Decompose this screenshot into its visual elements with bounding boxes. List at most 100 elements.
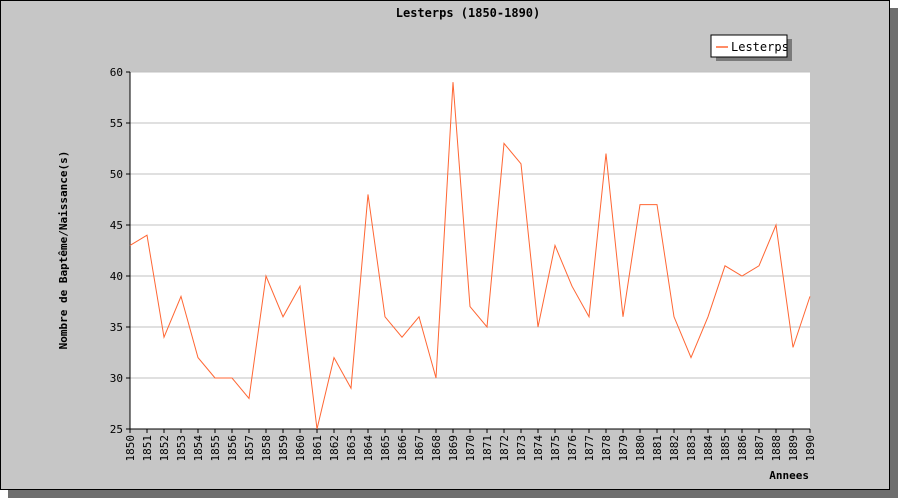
legend-label: Lesterps [731, 40, 789, 54]
x-tick-label: 1855 [209, 435, 222, 462]
data-point [724, 264, 727, 267]
data-point [741, 275, 744, 278]
data-point [520, 162, 523, 165]
x-tick-label: 1850 [124, 435, 137, 462]
x-tick-label: 1875 [549, 435, 562, 462]
x-tick-label: 1858 [260, 435, 273, 462]
data-point [299, 285, 302, 288]
data-point [469, 305, 472, 308]
data-point [265, 275, 268, 278]
x-axis-ticks: 1850 1851 1852 1853 1854 1855 1856 1857 1858 1859… [124, 429, 817, 462]
data-point [129, 244, 132, 247]
x-tick-label: 1877 [583, 435, 596, 462]
legend: Lesterps [710, 34, 792, 61]
data-point [163, 336, 166, 339]
data-point [775, 224, 778, 227]
x-tick-label: 1882 [668, 435, 681, 462]
x-tick-label: 1889 [787, 435, 800, 462]
x-tick-label: 1867 [413, 435, 426, 462]
data-point [537, 326, 540, 329]
data-point [435, 377, 438, 380]
data-point [707, 315, 710, 318]
data-point [758, 264, 761, 267]
x-tick-label: 1862 [328, 435, 341, 462]
x-tick-label: 1859 [277, 435, 290, 462]
x-tick-label: 1870 [464, 435, 477, 462]
x-tick-label: 1861 [311, 435, 324, 462]
data-point [401, 336, 404, 339]
x-tick-label: 1880 [634, 435, 647, 462]
grid-lines [130, 71, 810, 379]
data-point [554, 244, 557, 247]
y-tick-label: 55 [110, 117, 123, 130]
x-tick-label: 1871 [481, 435, 494, 462]
y-axis-ticks: 25 30 35 40 45 50 55 60 [110, 66, 810, 436]
x-tick-label: 1874 [532, 435, 545, 462]
x-tick-label: 1864 [362, 435, 375, 462]
x-tick-label: 1869 [447, 435, 460, 462]
x-tick-label: 1856 [226, 435, 239, 462]
x-tick-label: 1878 [600, 435, 613, 462]
data-point [571, 285, 574, 288]
x-axis-label: Annees [769, 469, 809, 482]
data-point [639, 203, 642, 206]
series-lesterps [129, 81, 812, 431]
data-point [350, 387, 353, 390]
plot-area [130, 72, 810, 429]
x-tick-label: 1863 [345, 435, 358, 462]
data-point [690, 356, 693, 359]
x-tick-label: 1868 [430, 435, 443, 462]
x-tick-label: 1881 [651, 435, 664, 462]
x-tick-label: 1885 [719, 435, 732, 462]
data-point [197, 356, 200, 359]
y-tick-label: 60 [110, 66, 123, 79]
x-tick-label: 1883 [685, 435, 698, 462]
x-tick-label: 1879 [617, 435, 630, 462]
x-tick-label: 1876 [566, 435, 579, 462]
data-point [180, 295, 183, 298]
data-point [146, 234, 149, 237]
y-tick-label: 30 [110, 372, 123, 385]
data-point [367, 193, 370, 196]
data-point [282, 315, 285, 318]
x-tick-label: 1872 [498, 435, 511, 462]
x-tick-label: 1886 [736, 435, 749, 462]
x-tick-label: 1873 [515, 435, 528, 462]
x-tick-label: 1857 [243, 435, 256, 462]
data-point [809, 295, 812, 298]
x-tick-label: 1860 [294, 435, 307, 462]
data-point [605, 152, 608, 155]
y-axis-label: Nombre de Baptême/Naissance(s) [57, 151, 70, 350]
y-tick-label: 40 [110, 270, 123, 283]
x-tick-label: 1852 [158, 435, 171, 462]
x-tick-label: 1888 [770, 435, 783, 462]
x-tick-label: 1890 [804, 435, 817, 462]
data-point [316, 428, 319, 431]
data-point [418, 315, 421, 318]
x-tick-label: 1854 [192, 435, 205, 462]
y-tick-label: 50 [110, 168, 123, 181]
data-point [622, 315, 625, 318]
data-point [248, 397, 251, 400]
x-tick-label: 1865 [379, 435, 392, 462]
data-point [214, 377, 217, 380]
x-tick-label: 1887 [753, 435, 766, 462]
data-point [384, 315, 387, 318]
data-point [656, 203, 659, 206]
y-tick-label: 45 [110, 219, 123, 232]
data-point [486, 326, 489, 329]
data-point [588, 315, 591, 318]
chart-title: Lesterps (1850-1890) [396, 6, 541, 20]
x-tick-label: 1853 [175, 435, 188, 462]
data-point [792, 346, 795, 349]
data-point [503, 142, 506, 145]
x-tick-label: 1866 [396, 435, 409, 462]
data-point [333, 356, 336, 359]
y-tick-label: 35 [110, 321, 123, 334]
x-tick-label: 1851 [141, 435, 154, 462]
x-tick-label: 1884 [702, 435, 715, 462]
series-line [129, 82, 811, 430]
data-point [673, 315, 676, 318]
data-point [452, 81, 455, 84]
